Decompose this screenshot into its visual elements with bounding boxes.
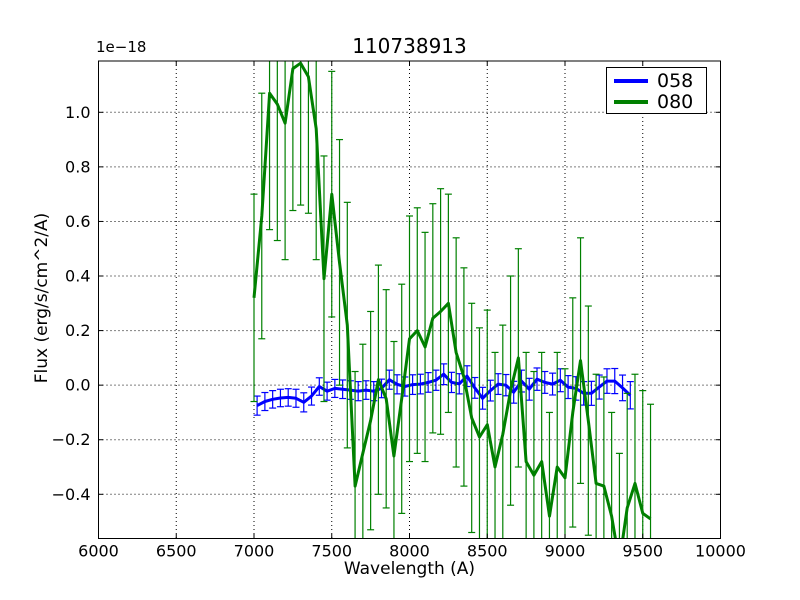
tick-labels: 6000 6500 7000 7500 8000 8500 9000 9500 10000 −0.… — [52, 103, 746, 561]
series-080-line — [252, 61, 652, 539]
legend-label-058: 058 — [657, 70, 694, 92]
y-tick-label: 0.0 — [65, 376, 90, 395]
y-tick-label: −0.4 — [52, 485, 91, 504]
legend-line-sample-blue — [614, 79, 648, 83]
series-080 — [250, 61, 655, 539]
y-tick-label: −0.2 — [52, 430, 91, 449]
x-tick-label: 7500 — [311, 542, 352, 561]
y-tick-label: 0.2 — [65, 321, 90, 340]
x-tick-label: 7000 — [234, 542, 275, 561]
y-tick-label: 0.4 — [65, 267, 90, 286]
y-tick-label: 0.6 — [65, 212, 90, 231]
x-tick-label: 8000 — [389, 542, 430, 561]
x-tick-label: 9000 — [545, 542, 586, 561]
y-axis-offset-label: 1e−18 — [96, 38, 147, 56]
tick-marks — [98, 61, 721, 539]
legend: 058 080 — [606, 67, 707, 114]
y-tick-label: 1.0 — [65, 103, 90, 122]
x-tick-label: 6500 — [156, 542, 197, 561]
legend-entry-058: 058 — [607, 71, 706, 91]
x-tick-label: 9500 — [622, 542, 663, 561]
y-tick-label: 0.8 — [65, 157, 90, 176]
x-tick-label: 6000 — [78, 542, 119, 561]
x-tick-label: 8500 — [467, 542, 508, 561]
x-axis-label: Wavelength (A) — [343, 559, 476, 579]
y-axis-label: Flux (erg/s/cm^2/A) — [32, 212, 52, 384]
legend-line-sample-green — [614, 100, 648, 104]
plot-title: 110738913 — [352, 34, 467, 58]
series-058-line — [256, 372, 632, 407]
x-tick-label: 10000 — [695, 542, 746, 561]
legend-label-080: 080 — [657, 91, 694, 113]
legend-entry-080: 080 — [607, 92, 706, 112]
